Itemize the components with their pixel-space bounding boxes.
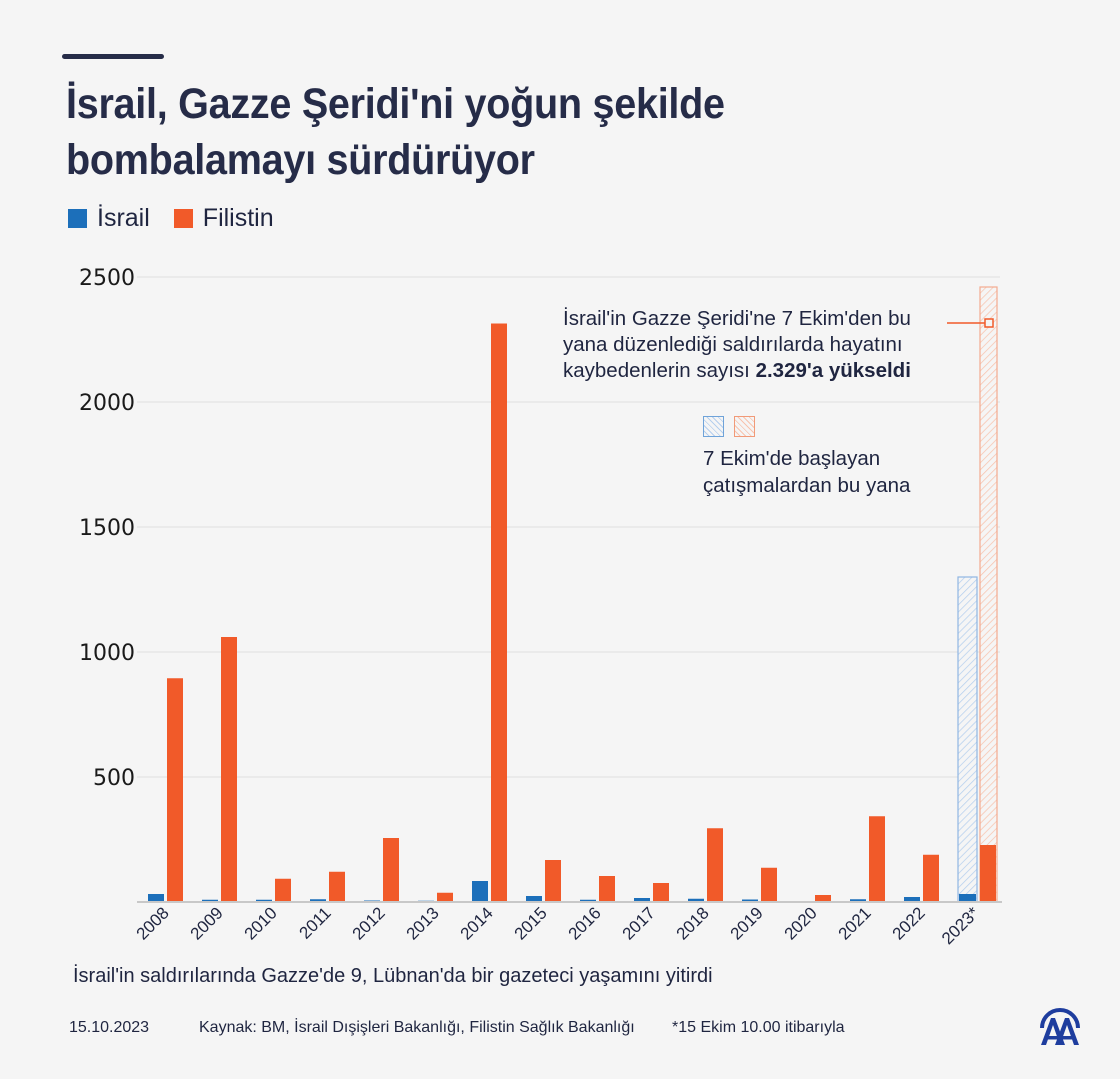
annotation-connector xyxy=(947,318,994,328)
title-accent-rule xyxy=(62,54,164,59)
x-tick-label: 2023* xyxy=(938,903,983,948)
legend-label-israel: İsrail xyxy=(97,204,150,232)
bar-palestine-2022 xyxy=(923,854,939,902)
chart-subtitle: İsrail'in saldırılarında Gazze'de 9, Lüb… xyxy=(73,965,713,987)
bar-israel-2009 xyxy=(202,899,218,902)
bar-israel-since-oct7 xyxy=(957,576,978,903)
footer-source: Kaynak: BM, İsrail Dışişleri Bakanlığı, … xyxy=(199,1019,635,1036)
gridlines xyxy=(137,276,1000,778)
bar-israel-2010 xyxy=(256,899,272,902)
bar-palestine-2012 xyxy=(383,838,399,902)
title-line-2: bombalamayı sürdürüyor xyxy=(66,136,535,184)
x-tick-label: 2010 xyxy=(241,903,281,943)
bar-palestine-2019 xyxy=(761,867,777,902)
annotation-highlight: 2.329'a yükseldi xyxy=(755,359,911,382)
hatch-legend-label-2: çatışmalardan bu yana xyxy=(703,474,911,497)
hatch-swatch-israel xyxy=(703,416,724,437)
annotation-connector-marker xyxy=(984,318,994,328)
x-tick-label: 2019 xyxy=(727,903,767,943)
bar-palestine-2023 xyxy=(980,845,996,902)
bar-palestine-2018 xyxy=(707,828,723,902)
annotation-text: İsrail'in Gazze Şeridi'ne 7 Ekim'den bu … xyxy=(563,306,943,384)
legend-label-palestine: Filistin xyxy=(202,204,274,232)
footer-date: 15.10.2023 xyxy=(69,1019,150,1036)
bar-palestine-since-oct7 xyxy=(979,286,998,903)
y-tick-label: 1000 xyxy=(79,641,135,666)
bar-israel-2016 xyxy=(580,899,596,902)
bar-palestine-2008 xyxy=(167,678,183,902)
bar-israel-2018 xyxy=(688,898,704,902)
x-axis-ticks: 2008 2009 2010 2011 2012 2013 2014 2015 2016 2017… xyxy=(133,903,983,948)
x-tick-label: 2009 xyxy=(187,903,227,943)
x-tick-label: 2008 xyxy=(133,903,173,943)
bar-palestine-2015 xyxy=(545,860,561,902)
aa-logo-icon xyxy=(1040,1008,1080,1045)
y-axis-ticks: 500 1000 1500 2000 2500 xyxy=(79,266,135,791)
x-tick-label: 2018 xyxy=(673,903,713,943)
legend-item-palestine: Filistin xyxy=(173,204,274,233)
bar-palestine-2013 xyxy=(437,892,453,902)
bar-palestine-2011 xyxy=(329,871,345,902)
chart-legend: İsrail Filistin xyxy=(68,204,298,233)
x-tick-label: 2017 xyxy=(619,903,659,943)
y-tick-label: 500 xyxy=(93,766,135,791)
legend-swatch-palestine xyxy=(173,209,193,228)
y-tick-label: 2000 xyxy=(79,391,135,416)
x-tick-label: 2014 xyxy=(457,903,497,943)
annotation-body: İsrail'in Gazze Şeridi'ne 7 Ekim'den bu … xyxy=(563,307,911,382)
x-tick-label: 2020 xyxy=(781,903,821,943)
x-tick-label: 2011 xyxy=(296,903,335,942)
x-tick-label: 2015 xyxy=(511,903,551,943)
legend-item-israel: İsrail xyxy=(68,204,150,233)
bar-palestine-2020 xyxy=(815,895,831,902)
bar-israel-2011 xyxy=(310,899,326,902)
bar-israel-2021 xyxy=(850,899,866,902)
page-title: İsrail, Gazze Şeridi'ni yoğun şekilde bo… xyxy=(66,76,894,188)
title-line-1: İsrail, Gazze Şeridi'ni yoğun şekilde xyxy=(66,80,725,128)
y-tick-label: 2500 xyxy=(79,266,135,291)
bar-israel-2022 xyxy=(904,897,920,902)
bar-israel-2019 xyxy=(742,899,758,902)
hatch-swatch-palestine xyxy=(734,416,755,437)
x-tick-label: 2012 xyxy=(349,903,389,943)
x-tick-label: 2021 xyxy=(835,903,875,943)
bar-israel-2017 xyxy=(634,898,650,902)
hatch-legend: 7 Ekim'de başlayan çatışmalardan bu yana xyxy=(703,416,910,499)
bar-palestine-2009 xyxy=(221,637,237,902)
bar-palestine-2010 xyxy=(275,878,291,902)
bar-palestine-2021 xyxy=(869,816,885,902)
hatch-legend-label-1: 7 Ekim'de başlayan xyxy=(703,447,881,470)
bar-palestine-2016 xyxy=(599,876,615,902)
bar-israel-2014 xyxy=(472,881,488,902)
bar-palestine-2017 xyxy=(653,883,669,902)
y-tick-label: 1500 xyxy=(79,516,135,541)
x-tick-label: 2016 xyxy=(565,903,605,943)
x-tick-label: 2022 xyxy=(889,903,929,943)
hatch-legend-swatches xyxy=(703,416,910,437)
footer-note: *15 Ekim 10.00 itibarıyla xyxy=(672,1019,845,1036)
x-tick-label: 2013 xyxy=(403,903,443,943)
bar-israel-2008 xyxy=(148,894,164,902)
bars xyxy=(148,286,998,903)
bar-israel-2015 xyxy=(526,896,542,902)
bar-israel-2023 xyxy=(959,894,976,902)
legend-swatch-israel xyxy=(68,209,87,228)
bar-palestine-2014 xyxy=(491,323,507,902)
